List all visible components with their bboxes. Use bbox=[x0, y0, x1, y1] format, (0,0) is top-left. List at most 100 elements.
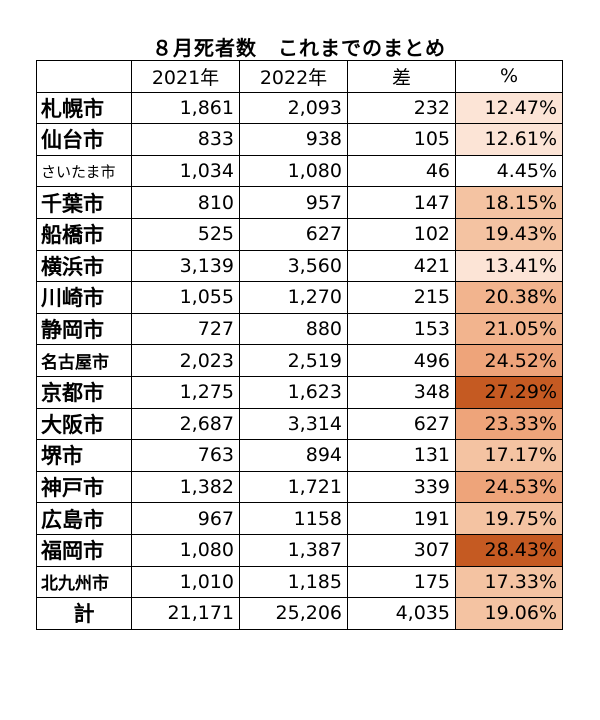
difference-cell: 105 bbox=[347, 123, 456, 156]
header-blank bbox=[36, 60, 132, 93]
total-2021-cell: 21,171 bbox=[131, 597, 240, 630]
total-2022-cell: 25,206 bbox=[239, 597, 348, 630]
deaths-2021-cell: 810 bbox=[131, 186, 240, 219]
difference-cell: 421 bbox=[347, 249, 456, 283]
table-row: 福岡市 1,080 1,387 307 28.43% bbox=[36, 533, 563, 567]
percent-cell: 12.47% bbox=[455, 91, 563, 125]
table-row: 川崎市 1,055 1,270 215 20.38% bbox=[36, 281, 563, 314]
table-row: 京都市 1,275 1,623 348 27.29% bbox=[36, 375, 563, 409]
difference-cell: 153 bbox=[347, 312, 456, 346]
deaths-2022-cell: 880 bbox=[239, 312, 348, 346]
city-name-cell: 大阪市 bbox=[36, 407, 132, 441]
city-name-cell: 仙台市 bbox=[36, 123, 132, 156]
deaths-2022-cell: 2,093 bbox=[239, 91, 348, 125]
deaths-2021-cell: 763 bbox=[131, 439, 240, 472]
table-row: 大阪市 2,687 3,314 627 23.33% bbox=[36, 407, 563, 441]
table-row: 横浜市 3,139 3,560 421 13.41% bbox=[36, 249, 563, 283]
deaths-2022-cell: 1,387 bbox=[239, 533, 348, 567]
difference-cell: 307 bbox=[347, 533, 456, 567]
city-name-cell: 横浜市 bbox=[36, 249, 132, 283]
percent-cell: 17.17% bbox=[455, 439, 563, 472]
deaths-2022-cell: 1,721 bbox=[239, 470, 348, 504]
percent-cell: 4.45% bbox=[455, 154, 563, 188]
percent-cell: 27.29% bbox=[455, 375, 563, 409]
percent-cell: 24.53% bbox=[455, 470, 563, 504]
city-name-cell: 福岡市 bbox=[36, 533, 132, 567]
city-name-cell: 北九州市 bbox=[36, 565, 132, 599]
total-percent-cell: 19.06% bbox=[455, 597, 563, 630]
deaths-2022-cell: 3,314 bbox=[239, 407, 348, 441]
deaths-2021-cell: 2,687 bbox=[131, 407, 240, 441]
difference-cell: 348 bbox=[347, 375, 456, 409]
deaths-2021-cell: 833 bbox=[131, 123, 240, 156]
deaths-2022-cell: 938 bbox=[239, 123, 348, 156]
total-label-cell: 計 bbox=[36, 597, 132, 630]
table-row: 広島市 967 1158 191 19.75% bbox=[36, 502, 563, 535]
deaths-2022-cell: 957 bbox=[239, 186, 348, 219]
deaths-2021-cell: 1,861 bbox=[131, 91, 240, 125]
deaths-2022-cell: 3,560 bbox=[239, 249, 348, 283]
difference-cell: 215 bbox=[347, 281, 456, 314]
city-name-cell: 川崎市 bbox=[36, 281, 132, 314]
deaths-2021-cell: 967 bbox=[131, 502, 240, 535]
difference-cell: 102 bbox=[347, 217, 456, 251]
difference-cell: 46 bbox=[347, 154, 456, 188]
city-name-cell: 堺市 bbox=[36, 439, 132, 472]
deaths-2021-cell: 727 bbox=[131, 312, 240, 346]
difference-cell: 175 bbox=[347, 565, 456, 599]
city-name-cell: 千葉市 bbox=[36, 186, 132, 219]
difference-cell: 147 bbox=[347, 186, 456, 219]
city-name-cell: 広島市 bbox=[36, 502, 132, 535]
deaths-2021-cell: 1,080 bbox=[131, 533, 240, 567]
table-row: 北九州市 1,010 1,185 175 17.33% bbox=[36, 565, 563, 599]
percent-cell: 18.15% bbox=[455, 186, 563, 219]
deaths-2021-cell: 1,010 bbox=[131, 565, 240, 599]
header-row: 2021年 2022年 差 % bbox=[36, 60, 563, 93]
difference-cell: 627 bbox=[347, 407, 456, 441]
deaths-2021-cell: 1,275 bbox=[131, 375, 240, 409]
percent-cell: 20.38% bbox=[455, 281, 563, 314]
deaths-2021-cell: 1,034 bbox=[131, 154, 240, 188]
table-title: ８月死者数 これまでのまとめ bbox=[152, 36, 446, 60]
table-row: 名古屋市 2,023 2,519 496 24.52% bbox=[36, 344, 563, 377]
deaths-2021-cell: 2,023 bbox=[131, 344, 240, 377]
table-row: 堺市 763 894 131 17.17% bbox=[36, 439, 563, 472]
header-percent: % bbox=[455, 60, 563, 93]
header-diff: 差 bbox=[347, 60, 456, 93]
header-2021: 2021年 bbox=[131, 60, 240, 93]
percent-cell: 23.33% bbox=[455, 407, 563, 441]
city-name-cell: 船橋市 bbox=[36, 217, 132, 251]
deaths-2021-cell: 1,055 bbox=[131, 281, 240, 314]
deaths-2022-cell: 627 bbox=[239, 217, 348, 251]
table-row: 札幌市 1,861 2,093 232 12.47% bbox=[36, 91, 563, 125]
deaths-2022-cell: 1158 bbox=[239, 502, 348, 535]
city-name-cell: 神戸市 bbox=[36, 470, 132, 504]
table-row: 仙台市 833 938 105 12.61% bbox=[36, 123, 563, 156]
total-difference-cell: 4,035 bbox=[347, 597, 456, 630]
percent-cell: 17.33% bbox=[455, 565, 563, 599]
deaths-2022-cell: 1,623 bbox=[239, 375, 348, 409]
difference-cell: 339 bbox=[347, 470, 456, 504]
summary-table: 2021年 2022年 差 % 札幌市 1,861 2,093 232 12.47% 仙台… bbox=[36, 60, 563, 630]
table-row: 神戸市 1,382 1,721 339 24.53% bbox=[36, 470, 563, 504]
deaths-2021-cell: 525 bbox=[131, 217, 240, 251]
percent-cell: 21.05% bbox=[455, 312, 563, 346]
table-row: 千葉市 810 957 147 18.15% bbox=[36, 186, 563, 219]
percent-cell: 19.75% bbox=[455, 502, 563, 535]
deaths-2022-cell: 1,080 bbox=[239, 154, 348, 188]
city-name-cell: 静岡市 bbox=[36, 312, 132, 346]
table-row: 静岡市 727 880 153 21.05% bbox=[36, 312, 563, 346]
deaths-2021-cell: 3,139 bbox=[131, 249, 240, 283]
percent-cell: 13.41% bbox=[455, 249, 563, 283]
table-row: 船橋市 525 627 102 19.43% bbox=[36, 217, 563, 251]
table-row: さいたま市 1,034 1,080 46 4.45% bbox=[36, 154, 563, 188]
city-name-cell: 名古屋市 bbox=[36, 344, 132, 377]
difference-cell: 191 bbox=[347, 502, 456, 535]
deaths-2021-cell: 1,382 bbox=[131, 470, 240, 504]
total-row: 計 21,171 25,206 4,035 19.06% bbox=[36, 597, 563, 630]
deaths-2022-cell: 1,270 bbox=[239, 281, 348, 314]
header-2022: 2022年 bbox=[239, 60, 348, 93]
percent-cell: 12.61% bbox=[455, 123, 563, 156]
city-name-cell: 京都市 bbox=[36, 375, 132, 409]
difference-cell: 131 bbox=[347, 439, 456, 472]
